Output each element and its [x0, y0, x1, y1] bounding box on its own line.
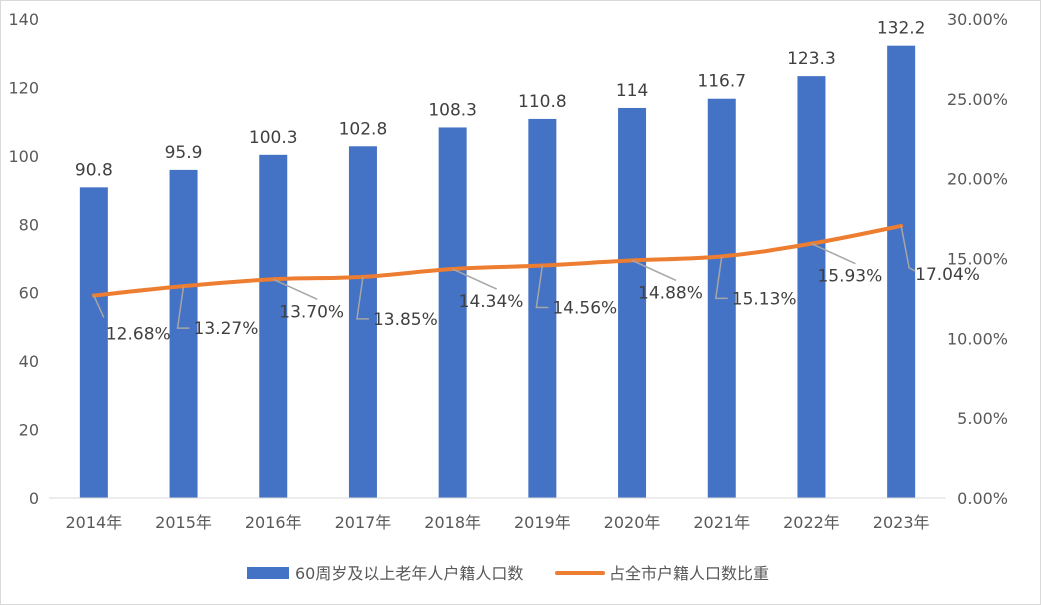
bar	[348, 146, 377, 498]
bar	[528, 118, 557, 499]
y-right-tick-label: 10.00%	[947, 329, 1008, 348]
bar-value-label: 100.3	[249, 128, 298, 148]
data-labels: 90.8 95.9 100.3 102.8 108.3 110.8 114 116.7 123.…	[75, 19, 980, 345]
line-value-label: 13.70%	[279, 302, 344, 322]
y-right-tick-label: 5.00%	[957, 409, 1008, 428]
leader-line	[714, 256, 728, 300]
x-tick-label: 2023年	[873, 513, 930, 532]
leader-line	[452, 268, 497, 290]
y-left-tick-label: 100	[8, 147, 39, 166]
bar-value-label: 116.7	[697, 72, 746, 92]
bar-value-label: 95.9	[165, 143, 203, 163]
bar	[887, 45, 916, 499]
leader-line	[356, 276, 369, 320]
y-left-tick-label: 0	[29, 489, 39, 508]
y-left-tick-label: 60	[19, 284, 39, 303]
legend-bar-swatch	[247, 567, 289, 579]
legend: 60周岁及以上老年人户籍人口数 占全市户籍人口数比重	[247, 564, 769, 583]
legend-bar-label: 60周岁及以上老年人户籍人口数	[295, 564, 523, 583]
line-value-label: 15.13%	[732, 289, 797, 309]
bar-value-label: 90.8	[75, 160, 113, 180]
line-value-label: 12.68%	[106, 325, 171, 345]
bar	[618, 107, 647, 498]
leader-line	[811, 242, 856, 265]
bar-value-label: 108.3	[428, 100, 477, 120]
y-right-tick-label: 0.00%	[957, 489, 1008, 508]
bar	[79, 187, 108, 498]
x-tick-label: 2018年	[424, 513, 481, 532]
bar-series	[79, 45, 916, 499]
line-value-label: 15.93%	[817, 267, 882, 287]
y-right-tick-label: 15.00%	[947, 250, 1008, 269]
leader-line	[631, 259, 677, 282]
leader-line	[272, 278, 318, 300]
leader-line	[93, 295, 105, 318]
y-left-tick-label: 20	[19, 421, 39, 440]
bar-value-label: 110.8	[518, 92, 567, 112]
x-tick-label: 2022年	[783, 513, 840, 532]
bar	[169, 169, 198, 498]
bar	[259, 154, 288, 498]
line-value-label: 13.27%	[194, 319, 259, 339]
x-tick-label: 2015年	[155, 513, 212, 532]
y-right-tick-label: 20.00%	[947, 170, 1008, 189]
y-right-tick-label: 25.00%	[947, 90, 1008, 109]
leader-line	[176, 286, 190, 329]
line-value-label: 13.85%	[373, 310, 438, 330]
y-left-tick-label: 120	[8, 78, 39, 97]
line-value-label: 14.34%	[459, 292, 524, 312]
y-left-tick-label: 40	[19, 352, 39, 371]
legend-line-label: 占全市户籍人口数比重	[609, 564, 769, 583]
leader-line	[535, 265, 549, 309]
y-left-tick-label: 140	[8, 10, 39, 29]
x-tick-label: 2020年	[604, 513, 661, 532]
y-right-tick-label: 30.00%	[947, 10, 1008, 29]
bar-value-label: 123.3	[787, 49, 836, 69]
line-series	[91, 223, 904, 298]
x-tick-label: 2021年	[693, 513, 750, 532]
bar-value-label: 132.2	[877, 19, 926, 39]
leader-line	[900, 225, 916, 272]
line-value-label: 14.88%	[638, 283, 703, 303]
x-tick-label: 2019年	[514, 513, 571, 532]
x-tick-label: 2017年	[335, 513, 392, 532]
bar	[438, 127, 467, 498]
x-tick-label: 2016年	[245, 513, 302, 532]
bar-value-label: 114	[616, 81, 648, 101]
line-value-label: 14.56%	[552, 299, 617, 319]
line-series-path	[91, 223, 904, 298]
y-left-tick-label: 80	[19, 215, 39, 234]
bar	[797, 76, 826, 499]
line-value-label: 17.04%	[915, 265, 980, 285]
axis-ticks: 0 20 40 60 80 100 120 140 0.00% 5.00% 10.00% 15.00%…	[8, 10, 1008, 532]
bar-value-label: 102.8	[339, 119, 388, 139]
x-tick-label: 2014年	[65, 513, 122, 532]
